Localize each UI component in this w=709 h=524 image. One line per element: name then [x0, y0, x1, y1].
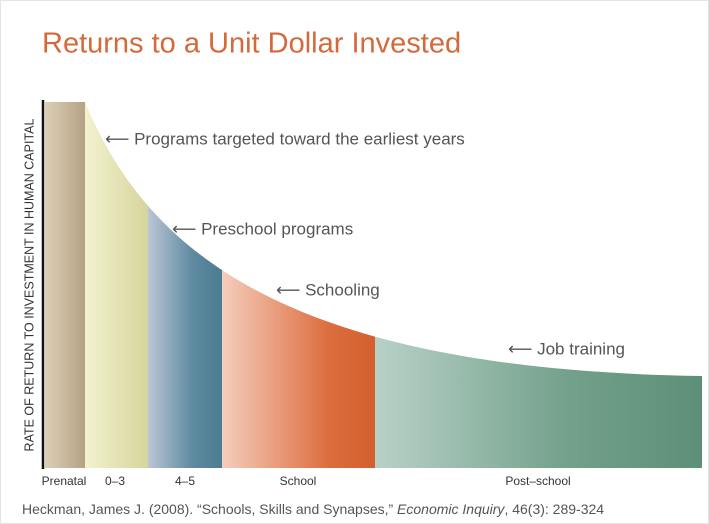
annotation: ⟵ Programs targeted toward the earliest …	[105, 129, 465, 148]
segment-label: Prenatal	[42, 474, 87, 488]
segment-label: 0–3	[105, 474, 125, 488]
annotation: ⟵ Job training	[508, 339, 625, 358]
annotation: ⟵ Preschool programs	[172, 219, 353, 238]
citation-text: , 46(3): 289-324	[504, 501, 604, 517]
y-axis-label: RATE OF RETURN TO INVESTMENT IN HUMAN CA…	[22, 119, 36, 452]
citation: Heckman, James J. (2008). “Schools, Skil…	[22, 501, 604, 517]
segment-label: 4–5	[175, 474, 195, 488]
annotation: ⟵ Schooling	[276, 280, 380, 299]
citation-text: Heckman, James J. (2008). “Schools, Skil…	[22, 501, 397, 517]
title: Returns to a Unit Dollar Invested	[42, 28, 461, 60]
segment-label: Post–school	[505, 474, 570, 488]
segment-label: School	[280, 474, 317, 488]
segment-prenatal	[45, 102, 85, 468]
citation-journal: Economic Inquiry	[397, 501, 505, 517]
